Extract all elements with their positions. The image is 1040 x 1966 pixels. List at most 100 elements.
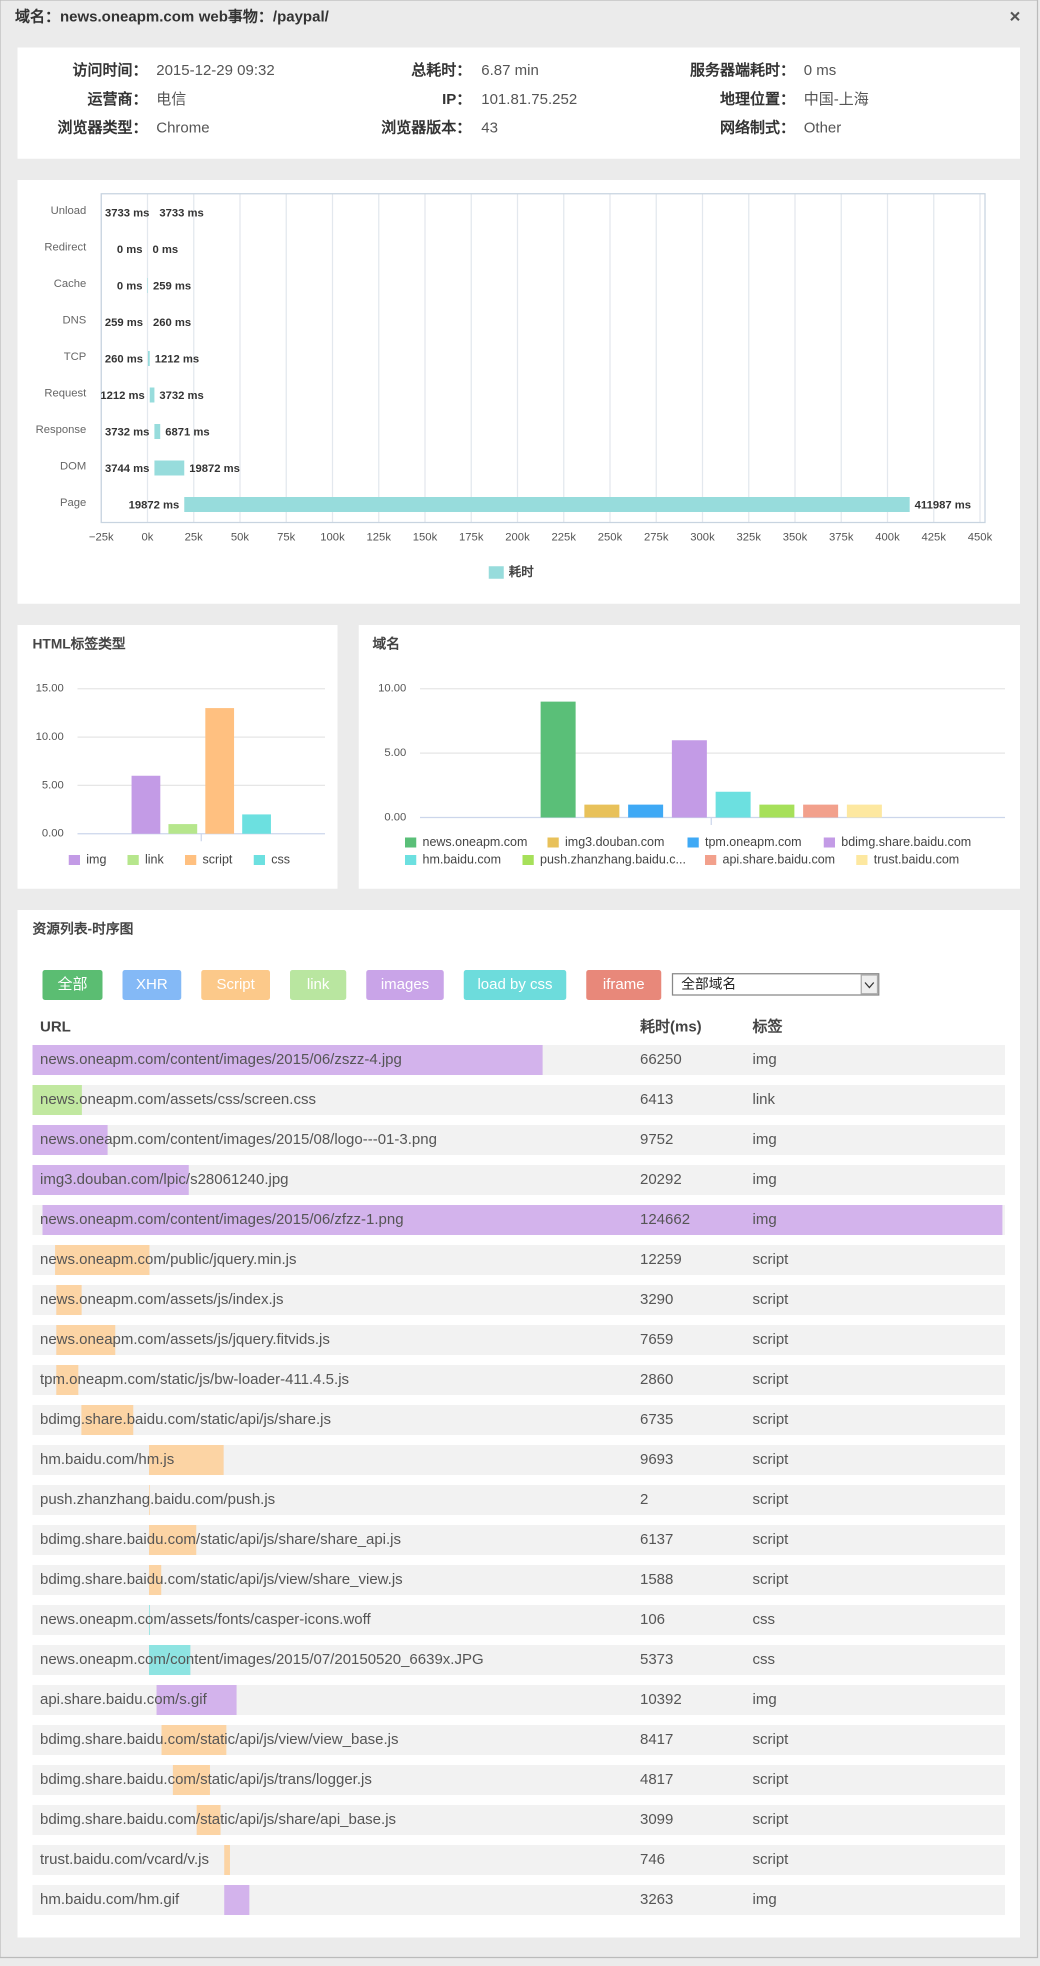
resource-url: tpm.oneapm.com/static/js/bw-loader-411.4… [40, 1371, 349, 1388]
resource-url: bdimg.share.baidu.com/static/api/js/view… [40, 1571, 403, 1588]
resource-tag: img [753, 1171, 777, 1188]
header-transaction: web事物：/paypal/ [198, 7, 330, 25]
y-tick-label: 5.00 [384, 747, 406, 759]
y-tick-label: 0.00 [384, 811, 406, 823]
filter-button-label[interactable]: XHR [136, 976, 168, 993]
end-label: 411987 ms [915, 500, 971, 512]
filter-button-label[interactable]: images [381, 976, 429, 993]
resource-duration: 6137 [640, 1531, 673, 1548]
filter-button-label[interactable]: load by css [477, 976, 552, 993]
domain-select-label[interactable]: 全部域名 [681, 976, 736, 992]
category-label: Cache [54, 278, 87, 290]
filter-button-label[interactable]: iframe [603, 976, 645, 993]
resource-url: bdimg.share.baidu.com/static/api/js/tran… [40, 1771, 372, 1788]
resource-url: bdimg.share.baidu.com/static/api/js/shar… [40, 1531, 401, 1548]
timeline-bar [224, 1845, 230, 1875]
start-label: 260 ms [105, 354, 143, 366]
resource-tag: img [753, 1051, 777, 1068]
end-label: 259 ms [153, 281, 191, 293]
start-label: 259 ms [105, 317, 143, 329]
resource-url: news.oneapm.com/assets/js/index.js [40, 1291, 283, 1308]
category-label: TCP [64, 351, 87, 363]
legend-label: bdimg.share.baidu.com [841, 835, 971, 849]
x-tick-label: 125k [367, 531, 392, 543]
resource-duration: 6735 [640, 1411, 673, 1428]
legend-label: 耗时 [509, 564, 535, 579]
resource-tag: script [753, 1851, 790, 1868]
legend-label: script [203, 852, 233, 866]
bar [716, 792, 751, 818]
info-label: 浏览器版本： [381, 119, 471, 137]
legend-label: push.zhanzhang.baidu.c... [540, 852, 686, 866]
resource-duration: 2 [640, 1491, 648, 1508]
resource-duration: 3099 [640, 1811, 673, 1828]
resource-url: news.oneapm.com/public/jquery.min.js [40, 1251, 297, 1268]
info-label: 浏览器类型： [57, 119, 147, 137]
end-label: 6871 ms [165, 427, 209, 439]
legend-label: img [86, 852, 106, 866]
legend-swatch [405, 855, 416, 865]
x-tick-label: 425k [922, 531, 947, 543]
x-tick-label: 225k [552, 531, 577, 543]
resource-tag: img [753, 1131, 777, 1148]
resource-tag: script [753, 1371, 790, 1388]
resource-duration: 12259 [640, 1251, 682, 1268]
resource-url: news.oneapm.com/assets/js/jquery.fitvids… [40, 1331, 330, 1348]
resource-url: news.oneapm.com/content/images/2015/06/z… [40, 1051, 402, 1068]
legend-swatch [128, 855, 139, 865]
x-tick-label: 450k [968, 531, 993, 543]
x-tick-label: 275k [644, 531, 669, 543]
info-label: 运营商： [87, 90, 147, 108]
filter-button-label[interactable]: link [307, 976, 330, 993]
info-label: 服务器端耗时： [690, 61, 795, 79]
end-label: 260 ms [153, 317, 191, 329]
resource-duration: 66250 [640, 1051, 682, 1068]
bar [584, 805, 619, 818]
info-value: 101.81.75.252 [481, 91, 577, 108]
x-tick-label: 75k [277, 531, 296, 543]
legend-label: tpm.oneapm.com [705, 835, 802, 849]
filter-button-label[interactable]: 全部 [57, 975, 87, 993]
legend-label: img3.douban.com [565, 835, 664, 849]
resource-tag: img [753, 1891, 777, 1908]
info-value: 电信 [156, 91, 186, 108]
resource-url: hm.baidu.com/hm.js [40, 1451, 174, 1468]
y-tick-label: 10.00 [378, 683, 406, 695]
resource-duration: 20292 [640, 1171, 682, 1188]
info-label: 网络制式： [720, 119, 795, 137]
info-value: 2015-12-29 09:32 [156, 62, 274, 79]
resource-tag: script [753, 1811, 790, 1828]
resource-tag: script [753, 1571, 790, 1588]
info-label: IP： [442, 91, 471, 108]
resource-tag: img [753, 1691, 777, 1708]
category-label: Response [36, 424, 87, 436]
legend-label: trust.baidu.com [874, 852, 959, 866]
legend-swatch [69, 855, 80, 865]
legend-swatch [185, 855, 196, 865]
bar [148, 351, 150, 366]
resource-tag: script [753, 1771, 790, 1788]
resource-tag: script [753, 1411, 790, 1428]
resource-duration: 106 [640, 1611, 665, 1628]
bar [168, 824, 197, 834]
filter-button-label[interactable]: Script [216, 976, 255, 993]
info-value: 6.87 min [481, 62, 539, 79]
legend-label: news.oneapm.com [423, 835, 528, 849]
resource-duration: 8417 [640, 1731, 673, 1748]
resource-duration: 9752 [640, 1131, 673, 1148]
bar [205, 708, 234, 834]
resource-tag: script [753, 1451, 790, 1468]
x-tick-label: 300k [690, 531, 715, 543]
close-button[interactable]: × [1010, 5, 1021, 26]
bar [132, 776, 161, 834]
resource-duration: 746 [640, 1851, 665, 1868]
info-value: 0 ms [804, 62, 837, 79]
bar [154, 424, 160, 439]
legend-swatch [523, 855, 534, 865]
resource-duration: 3263 [640, 1891, 673, 1908]
legend-label: api.share.baidu.com [723, 852, 836, 866]
resource-duration: 9693 [640, 1451, 673, 1468]
resource-url: bdimg.share.baidu.com/static/api/js/shar… [40, 1411, 331, 1428]
